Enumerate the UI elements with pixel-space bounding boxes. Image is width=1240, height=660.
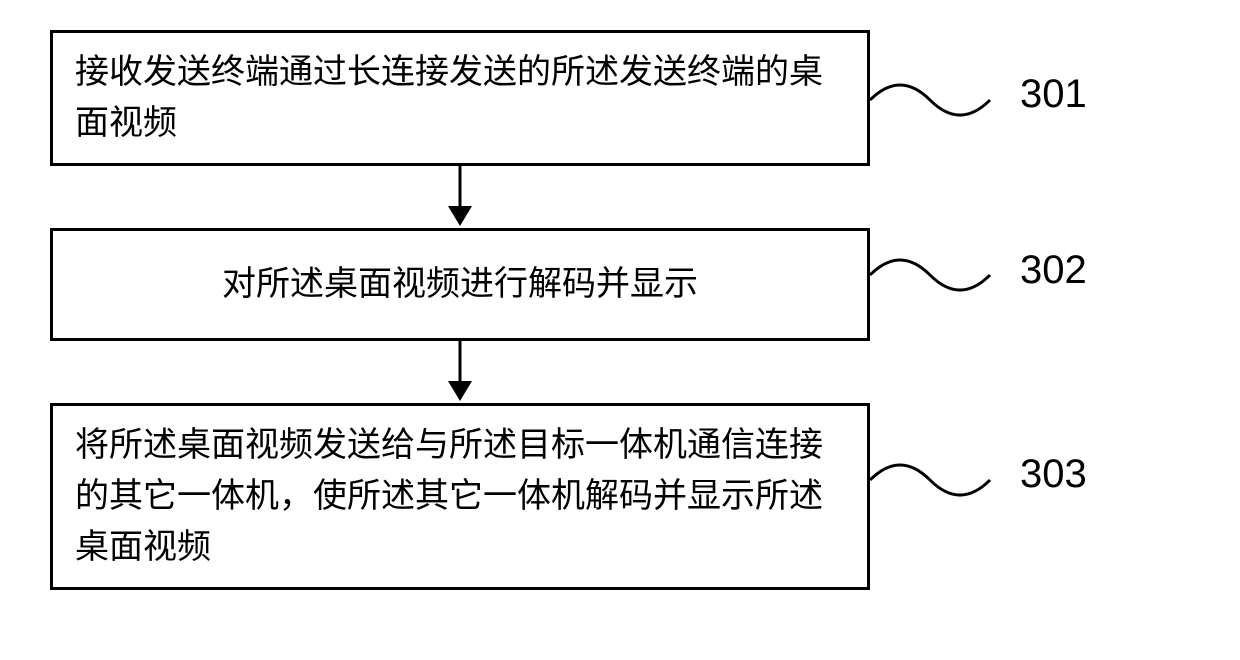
step-label-301: 301 bbox=[1020, 72, 1087, 117]
step-label-303: 303 bbox=[1020, 452, 1087, 497]
flow-box-303: 将所述桌面视频发送给与所述目标一体机通信连接的其它一体机，使所述其它一体机解码并… bbox=[50, 403, 870, 590]
arrow-2-to-3 bbox=[50, 341, 870, 403]
flow-box-text: 对所述桌面视频进行解码并显示 bbox=[222, 266, 698, 303]
arrow-line bbox=[459, 341, 462, 385]
flow-box-text: 将所述桌面视频发送给与所述目标一体机通信连接的其它一体机，使所述其它一体机解码并… bbox=[75, 427, 823, 566]
flowchart-container: 接收发送终端通过长连接发送的所述发送终端的桌面视频 301 对所述桌面视频进行解… bbox=[50, 30, 970, 590]
flow-box-text: 接收发送终端通过长连接发送的所述发送终端的桌面视频 bbox=[75, 54, 823, 142]
flow-box-302: 对所述桌面视频进行解码并显示 bbox=[50, 228, 870, 341]
step-label-302: 302 bbox=[1020, 248, 1087, 293]
arrow-1-to-2 bbox=[50, 166, 870, 228]
arrow-line bbox=[459, 166, 462, 210]
flow-box-301: 接收发送终端通过长连接发送的所述发送终端的桌面视频 bbox=[50, 30, 870, 166]
arrow-head-icon bbox=[448, 206, 472, 226]
arrow-head-icon bbox=[448, 381, 472, 401]
